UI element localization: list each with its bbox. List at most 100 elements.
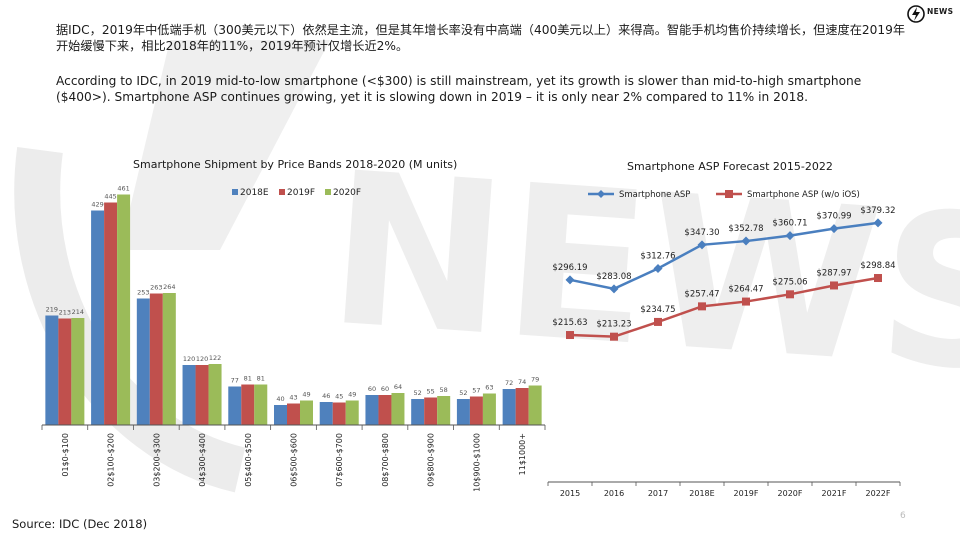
legend-label-2018E: 2018E [240,188,269,198]
legend-swatch-2019F [279,189,285,195]
legend-label-1: Smartphone ASP (w/o iOS) [747,190,860,200]
point-square [742,297,750,306]
legend-marker-1 [725,190,733,198]
x-tick-label: 2021F [822,489,847,498]
bar-2019F-2 [149,293,163,425]
point-diamond [873,218,883,228]
bar-2018E-10 [502,389,516,425]
x-category-label: 10$900-$1000 [472,433,481,492]
x-category-label: 08$700-$800 [381,433,390,487]
bar-value-label: 49 [348,391,356,399]
bar-2019F-10 [515,388,529,425]
point-square [874,274,882,283]
bar-2018E-0 [45,315,59,425]
bar-value-label: 445 [104,193,116,201]
point-square [698,302,706,311]
point-diamond [741,236,751,246]
bar-2020F-2 [162,293,176,425]
x-category-label: 03$200-$300 [152,433,161,487]
bar-value-label: 122 [209,354,221,362]
point-square [830,281,838,290]
bar-2018E-4 [228,386,242,425]
svg-text:NEWS: NEWS [322,126,960,419]
x-category-label: 07$600-$700 [335,433,344,487]
data-label: $296.19 [552,263,587,273]
bar-value-label: 81 [244,375,252,383]
bar-2020F-8 [437,396,451,425]
x-tick-label: 2015 [560,489,580,498]
bar-2020F-1 [117,194,131,425]
point-diamond [785,231,795,241]
bar-value-label: 79 [531,376,539,384]
bar-2018E-8 [411,399,425,425]
bar-value-label: 461 [117,185,129,193]
bar-2019F-6 [332,402,346,425]
bar-2018E-5 [274,405,287,425]
bar-value-label: 52 [414,389,422,397]
legend-marker-0 [597,190,605,198]
bar-2020F-3 [208,364,222,425]
bar-2019F-9 [469,396,483,425]
bar-value-label: 52 [459,389,467,397]
bar-value-label: 120 [183,355,195,363]
chinese-summary: 据IDC，2019年中低端手机（300美元以下）依然是主流，但是其年增长率没有中… [56,23,906,53]
bar-value-label: 43 [289,394,297,402]
legend-swatch-2020F [325,189,331,195]
x-tick-label: 2016 [604,489,624,498]
x-tick-label: 2018E [689,489,714,498]
point-square [786,290,794,299]
bar-value-label: 58 [440,386,448,394]
bar-2018E-1 [91,210,105,425]
x-tick-label: 2017 [648,489,668,498]
bar-value-label: 40 [276,395,284,403]
bar-value-label: 429 [91,201,103,209]
data-label: $298.84 [860,261,895,271]
bar-2018E-3 [182,365,196,425]
bar-value-label: 214 [72,308,84,316]
x-category-label: 01$0-$100 [61,433,70,477]
page-number: 6 [900,511,906,521]
bar-2019F-0 [58,318,72,425]
point-diamond [609,284,619,294]
data-label: $215.63 [552,318,587,328]
bar-value-label: 60 [368,385,376,393]
data-label: $257.47 [684,289,719,299]
x-tick-label: 2020F [778,489,803,498]
data-label: $275.06 [772,277,807,287]
bar-value-label: 46 [322,392,330,400]
point-square [610,332,618,341]
bar-2019F-7 [378,395,392,425]
data-label: $283.08 [596,272,631,282]
data-label: $370.99 [816,212,851,222]
bar-2020F-5 [300,400,313,425]
bar-2018E-7 [365,395,379,425]
line-chart-title: Smartphone ASP Forecast 2015-2022 [627,160,833,173]
data-label: $287.97 [816,268,851,278]
point-diamond [829,224,839,234]
bar-2019F-8 [424,397,438,425]
data-label: $352.78 [728,224,763,234]
x-tick-label: 2022F [866,489,891,498]
bar-2018E-9 [456,399,470,425]
bar-value-label: 253 [137,289,149,297]
data-label: $347.30 [684,228,719,238]
x-category-label: 02$100-$200 [107,433,116,487]
bar-value-label: 263 [150,284,162,292]
bar-2020F-0 [71,318,85,425]
bar-2020F-6 [345,400,359,425]
x-category-label: 11$1000+ [518,433,527,475]
bar-2019F-5 [287,403,300,425]
data-label: $360.71 [772,219,807,229]
data-label: $312.76 [640,251,675,261]
legend-label-0: Smartphone ASP [619,190,690,200]
x-category-label: 09$800-$900 [427,433,436,487]
bar-value-label: 60 [381,385,389,393]
source-note: Source: IDC (Dec 2018) [12,517,148,531]
bar-value-label: 64 [394,383,402,391]
point-square [566,331,574,340]
bar-2019F-3 [195,365,209,425]
bar-2020F-9 [482,393,496,425]
bar-value-label: 55 [427,388,435,396]
